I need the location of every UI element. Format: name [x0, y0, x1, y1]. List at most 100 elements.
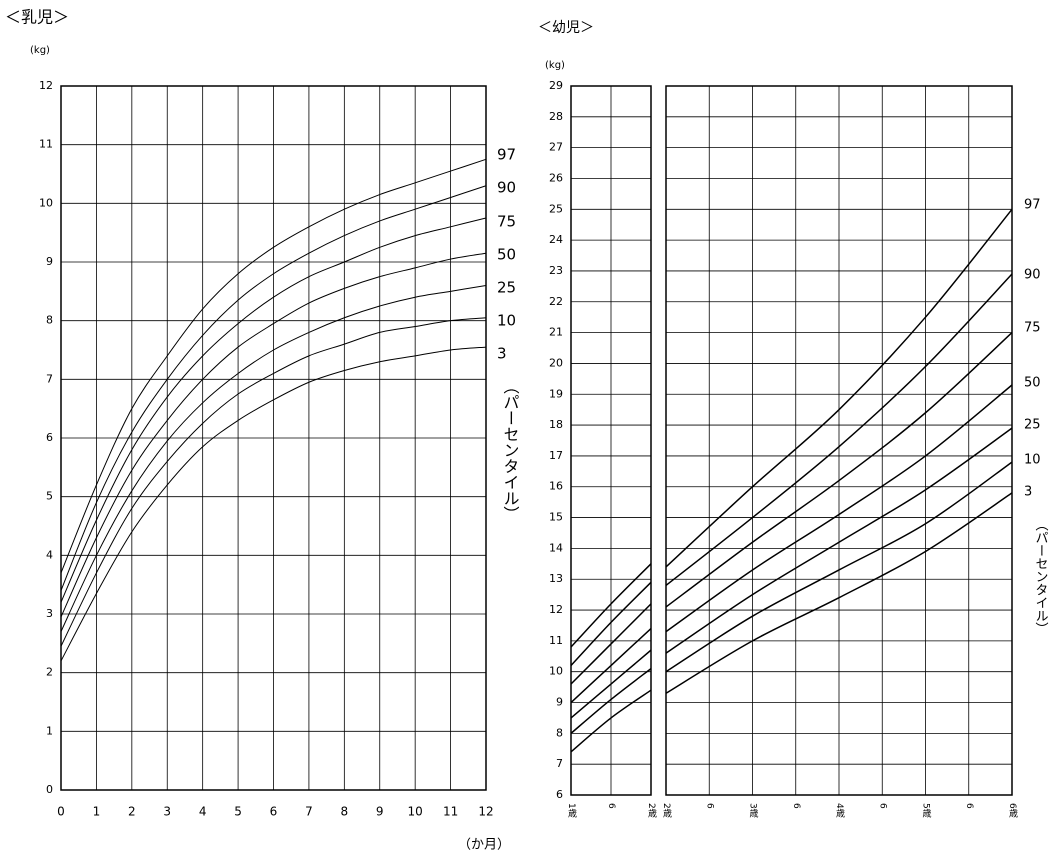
- y-tick-label: 27: [549, 141, 563, 154]
- y-tick-label: 10: [39, 196, 53, 209]
- y-tick-label: 24: [549, 233, 563, 246]
- percentile-line: [60, 158, 487, 574]
- x-tick-label: 12: [478, 805, 493, 819]
- x-tick-label: 6: [877, 803, 887, 809]
- percentile-line: [570, 581, 652, 667]
- y-tick-label: 3: [46, 607, 53, 620]
- percentile-line: [665, 273, 1013, 586]
- plot-frame: [570, 85, 652, 796]
- percentile-line: [570, 603, 652, 685]
- y-tick-label: 2: [46, 666, 53, 679]
- series-name: 25: [497, 279, 516, 297]
- plot-frame: [60, 85, 487, 791]
- x-tick-label: 9: [376, 805, 384, 819]
- y-tick-label: 19: [549, 387, 563, 400]
- series-name: 97: [497, 146, 516, 164]
- x-tick-label: 7: [305, 805, 313, 819]
- y-tick-label: 12: [39, 79, 53, 92]
- percentile-line: [570, 627, 652, 704]
- series-label: （パーセンタイル）: [501, 378, 520, 522]
- x-tick-label: 6: [964, 803, 974, 809]
- y-tick-label: 8: [556, 726, 563, 739]
- percentile-line: [570, 668, 652, 734]
- x-tick-label: 0: [57, 805, 65, 819]
- y-tick-label: 28: [549, 110, 563, 123]
- x-tick-label: 4歳: [834, 803, 845, 818]
- x-tick-label: 6歳: [1007, 803, 1018, 818]
- x-tick-label: 6: [791, 803, 801, 809]
- y-tick-label: 11: [39, 138, 53, 151]
- y-tick-label: 25: [549, 202, 563, 215]
- chart-title: ＜乳児＞: [5, 8, 69, 27]
- series-name: 25: [1024, 418, 1041, 433]
- y-unit: (kg): [545, 60, 565, 71]
- y-tick-label: 6: [46, 431, 53, 444]
- percentile-line: [60, 284, 487, 632]
- series-name: 10: [1024, 453, 1041, 468]
- x-tick-label: 10: [408, 805, 423, 819]
- x-tick-label: 4: [199, 805, 207, 819]
- series-name: 3: [1024, 485, 1032, 500]
- x-tick-label: 6: [270, 805, 278, 819]
- y-tick-label: 11: [549, 634, 563, 647]
- percentile-line: [60, 217, 487, 603]
- y-tick-label: 13: [549, 572, 563, 585]
- y-tick-label: 0: [46, 783, 53, 796]
- x-tick-label: 8: [341, 805, 349, 819]
- x-tick-label: 6: [704, 803, 714, 809]
- y-tick-label: 5: [46, 490, 53, 503]
- x-tick-label: 1歳: [566, 803, 577, 818]
- series-name: 90: [497, 179, 516, 197]
- percentile-line: [665, 461, 1013, 673]
- x-axis-label: （か月）: [458, 838, 510, 853]
- x-tick-label: 5: [234, 805, 242, 819]
- y-tick-label: 23: [549, 264, 563, 277]
- percentile-line: [665, 208, 1013, 568]
- x-tick-label: 1: [93, 805, 101, 819]
- series-name: 3: [497, 345, 507, 363]
- percentile-line: [665, 384, 1013, 633]
- y-tick-label: 9: [46, 255, 53, 268]
- series-name: 97: [1024, 198, 1041, 213]
- series-name: 90: [1024, 268, 1041, 283]
- percentile-line: [570, 689, 652, 753]
- y-tick-label: 12: [549, 603, 563, 616]
- percentile-line: [665, 492, 1013, 694]
- series-name: 75: [1024, 321, 1041, 336]
- x-tick-label: 11: [443, 805, 458, 819]
- percentile-line: [60, 185, 487, 591]
- y-tick-label: 22: [549, 295, 563, 308]
- series-name: 50: [1024, 376, 1041, 391]
- y-tick-label: 9: [556, 696, 563, 709]
- y-tick-label: 20: [549, 356, 563, 369]
- y-tick-label: 18: [549, 418, 563, 431]
- y-tick-label: 21: [549, 326, 563, 339]
- y-tick-label: 8: [46, 314, 53, 327]
- y-tick-label: 6: [556, 788, 563, 801]
- percentile-line: [665, 427, 1013, 654]
- chart-title: ＜幼児＞: [538, 20, 594, 36]
- y-tick-label: 17: [549, 449, 563, 462]
- series-name: 50: [497, 246, 516, 264]
- y-tick-label: 29: [549, 79, 563, 92]
- percentile-line: [60, 317, 487, 647]
- series-name: 75: [497, 213, 516, 231]
- x-tick-label: 6: [606, 803, 616, 809]
- series-label: （パーセンタイル）: [1033, 518, 1049, 635]
- y-tick-label: 7: [46, 372, 53, 385]
- y-tick-label: 4: [46, 548, 53, 561]
- y-tick-label: 15: [549, 511, 563, 524]
- x-tick-label: 3歳: [748, 803, 759, 818]
- x-tick-label: 2歳: [646, 803, 657, 818]
- percentile-line: [60, 252, 487, 618]
- y-tick-label: 26: [549, 171, 563, 184]
- y-tick-label: 7: [556, 757, 563, 770]
- y-unit: (kg): [30, 45, 50, 56]
- percentile-line: [570, 563, 652, 648]
- percentile-line: [665, 332, 1013, 608]
- x-tick-label: 2歳: [661, 803, 672, 818]
- y-tick-label: 1: [46, 724, 53, 737]
- y-tick-label: 10: [549, 665, 563, 678]
- plot-frame: [665, 85, 1013, 796]
